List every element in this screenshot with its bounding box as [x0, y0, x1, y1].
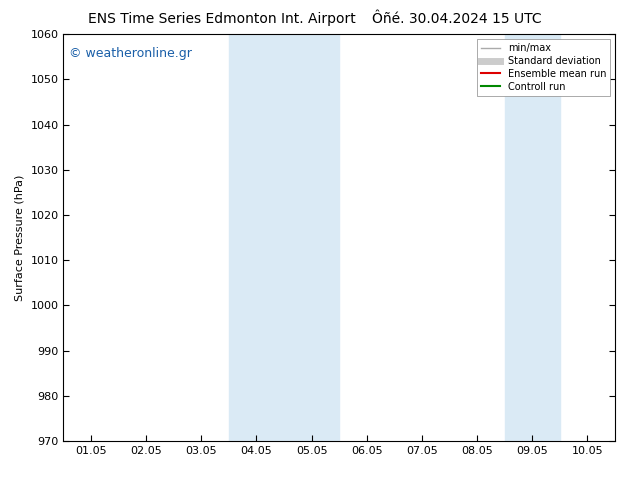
Legend: min/max, Standard deviation, Ensemble mean run, Controll run: min/max, Standard deviation, Ensemble me… — [477, 39, 610, 96]
Text: Ôñé. 30.04.2024 15 UTC: Ôñé. 30.04.2024 15 UTC — [372, 12, 541, 26]
Text: © weatheronline.gr: © weatheronline.gr — [69, 47, 192, 59]
Y-axis label: Surface Pressure (hPa): Surface Pressure (hPa) — [15, 174, 25, 301]
Text: ENS Time Series Edmonton Int. Airport: ENS Time Series Edmonton Int. Airport — [88, 12, 356, 26]
Bar — [229, 34, 339, 441]
Bar — [505, 34, 560, 441]
